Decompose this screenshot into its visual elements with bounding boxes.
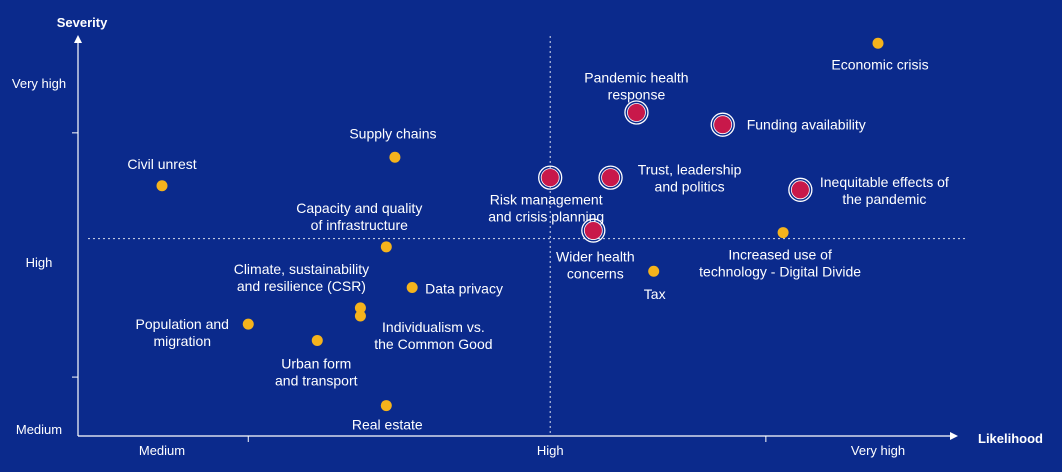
data-point-civil-unrest	[156, 180, 168, 192]
data-point-pandemic-health-response	[624, 100, 649, 125]
point-label-supply-chains: Supply chains	[349, 125, 436, 141]
y-axis-title: Severity	[57, 15, 108, 30]
data-point-trust-leadership-and-politics	[598, 165, 623, 190]
data-point-funding-availability	[710, 112, 735, 137]
data-point-marker	[156, 180, 168, 192]
point-label-inequitable-effects-of-the-pandemic: Inequitable effects of the pandemic	[820, 174, 949, 207]
data-point-supply-chains	[389, 151, 401, 163]
data-point-ring	[581, 218, 606, 243]
axes: Severity Likelihood	[57, 15, 1043, 446]
data-point-marker	[601, 168, 620, 188]
data-point-economic-crisis	[872, 37, 884, 49]
point-label-real-estate: Real estate	[352, 417, 423, 433]
point-label-trust-leadership-and-politics: Trust, leadership and politics	[638, 162, 742, 195]
data-point-ring	[788, 177, 813, 202]
data-points	[156, 37, 884, 412]
point-label-capacity-and-quality-of-infrastructure: Capacity and quality of infrastructure	[296, 200, 422, 233]
data-point-increased-use-of-technology-digital-divide	[777, 227, 789, 239]
data-point-marker	[354, 310, 366, 322]
data-point-real-estate	[380, 400, 392, 412]
point-label-individualism-vs-the-common-good: Individualism vs. the Common Good	[374, 319, 492, 352]
point-label-data-privacy: Data privacy	[425, 281, 503, 297]
data-point-marker	[406, 282, 418, 294]
x-tick-label-medium: Medium	[139, 443, 185, 458]
point-label-funding-availability: Funding availability	[747, 117, 866, 133]
point-label-pandemic-health-response: Pandemic health response	[584, 69, 688, 102]
point-label-risk-management-and-crisis-planning: Risk management and crisis planning	[488, 192, 604, 225]
data-point-marker	[583, 221, 603, 240]
data-point-tax	[648, 265, 660, 277]
x-tick-label-high: High	[537, 443, 564, 458]
y-axis-arrow-icon	[74, 35, 82, 43]
data-point-ring	[710, 112, 735, 137]
data-point-marker	[627, 103, 646, 122]
data-point-marker	[790, 180, 810, 200]
y-tick-label-high: High	[26, 255, 53, 270]
data-point-climate-sustainability-and-resilience-csr	[354, 302, 366, 314]
data-point-ring	[624, 100, 649, 125]
data-point-marker	[713, 115, 733, 135]
data-point-ring	[538, 165, 563, 190]
data-point-marker	[648, 265, 660, 277]
data-point-marker	[311, 334, 323, 346]
data-point-marker	[354, 302, 366, 314]
point-label-climate-sustainability-and-resilience-csr: Climate, sustainability and resilience (C…	[234, 261, 369, 294]
data-point-marker	[540, 168, 560, 188]
data-point-marker	[380, 241, 392, 253]
data-point-marker	[872, 37, 884, 49]
axis-ticks: Medium High Very high Medium High Very high	[12, 76, 905, 458]
x-axis-arrow-icon	[950, 432, 958, 440]
data-point-wider-health-concerns	[581, 218, 606, 243]
data-point-urban-form-and-transport	[311, 334, 323, 346]
data-point-population-and-migration	[242, 318, 254, 330]
data-point-data-privacy	[406, 282, 418, 294]
data-point-marker	[777, 227, 789, 239]
data-point-ring	[598, 165, 623, 190]
data-point-capacity-and-quality-of-infrastructure	[380, 241, 392, 253]
point-label-economic-crisis: Economic crisis	[831, 56, 928, 72]
point-label-civil-unrest: Civil unrest	[127, 156, 196, 172]
quadrant-dividers	[88, 36, 968, 436]
y-tick-label-very-high: Very high	[12, 76, 66, 91]
data-point-risk-management-and-crisis-planning	[538, 165, 563, 190]
point-label-urban-form-and-transport: Urban form and transport	[275, 355, 358, 388]
point-label-tax: Tax	[644, 286, 666, 302]
y-tick-label-medium: Medium	[16, 422, 62, 437]
point-label-wider-health-concerns: Wider health concerns	[556, 249, 635, 282]
x-axis-title: Likelihood	[978, 431, 1043, 446]
data-point-inequitable-effects-of-the-pandemic	[788, 177, 813, 202]
point-label-increased-use-of-technology-digital-divide: Increased use of technology - Digital Div…	[699, 247, 861, 280]
data-point-individualism-vs-the-common-good	[354, 310, 366, 322]
x-tick-label-very-high: Very high	[851, 443, 905, 458]
data-point-marker	[380, 400, 392, 412]
point-labels: Pandemic health response Funding availabil…	[127, 56, 949, 432]
point-label-population-and-migration: Population and migration	[136, 316, 229, 349]
data-point-marker	[389, 151, 401, 163]
data-point-marker	[242, 318, 254, 330]
